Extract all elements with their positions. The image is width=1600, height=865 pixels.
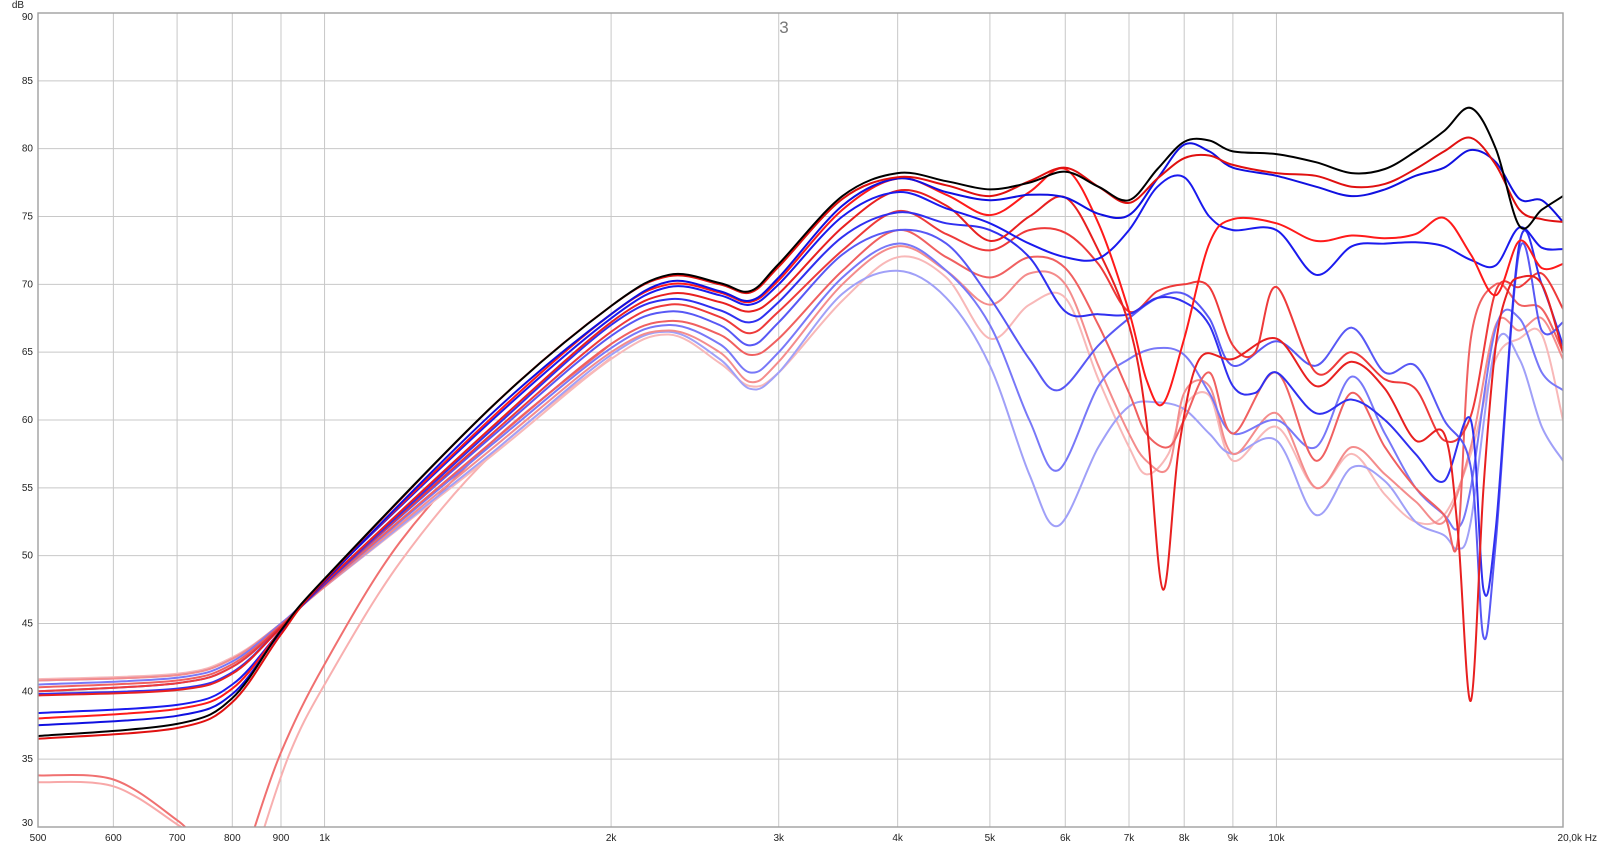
x-tick-label: 6k: [1060, 833, 1072, 844]
x-tick-label: 2k: [606, 833, 618, 844]
x-tick-label: 500: [30, 833, 47, 844]
y-tick-label: 40: [22, 686, 34, 697]
series-line-7: [38, 211, 1563, 695]
series-line-10: [38, 229, 1563, 689]
y-tick-label: 75: [22, 212, 34, 223]
y-tick-label: 50: [22, 551, 34, 562]
series-line-6: [38, 188, 1563, 702]
series-line-3: [38, 142, 1563, 727]
series-line-9: [38, 228, 1563, 693]
x-tick-label: 7k: [1124, 833, 1136, 844]
series-line-5: [38, 174, 1563, 714]
x-tick-label: 8k: [1179, 833, 1191, 844]
y-tick-label: 85: [22, 76, 34, 87]
y-axis-label: dB: [12, 0, 25, 11]
series-line-17: [253, 343, 613, 827]
series-line-13: [38, 269, 1563, 682]
series-line-16: [38, 780, 184, 827]
series-line-14: [38, 255, 1563, 681]
series-line-11: [38, 242, 1563, 686]
x-tick-label: 3k: [773, 833, 785, 844]
x-tick-label: 900: [273, 833, 290, 844]
tick-labels: 30 35 40 45 50 55 60 65 70 75 80 85 90 500 600 700 800 90…: [22, 12, 1597, 844]
x-tick-label: 600: [105, 833, 122, 844]
y-tick-label: 45: [22, 619, 34, 630]
x-tick-label: 5k: [985, 833, 997, 844]
y-tick-label: 65: [22, 347, 34, 358]
y-tick-label: 80: [22, 144, 34, 155]
series-line-15: [38, 773, 187, 827]
x-tick-label: 9k: [1228, 833, 1240, 844]
x-tick-label: 4k: [892, 833, 904, 844]
y-tick-label: 35: [22, 754, 34, 765]
series-line-1: [38, 106, 1563, 738]
x-tick-label: 700: [169, 833, 186, 844]
y-tick-label: 90: [22, 12, 34, 23]
x-tick-label: 800: [224, 833, 241, 844]
series-traces: [38, 106, 1563, 827]
y-tick-label: 55: [22, 483, 34, 494]
series-line-8: [38, 210, 1563, 693]
grid: [37, 12, 1564, 828]
series-line-12: [38, 245, 1563, 682]
x-tick-label: 10k: [1268, 833, 1285, 844]
plot-frame: [37, 12, 1564, 828]
chart-title: 3: [779, 18, 788, 37]
x-tick-label: 20,0k Hz: [1558, 833, 1597, 844]
y-tick-label: 70: [22, 279, 34, 290]
x-tick-label: 1k: [319, 833, 331, 844]
y-tick-label: 60: [22, 415, 34, 426]
y-tick-label: 30: [22, 818, 34, 829]
